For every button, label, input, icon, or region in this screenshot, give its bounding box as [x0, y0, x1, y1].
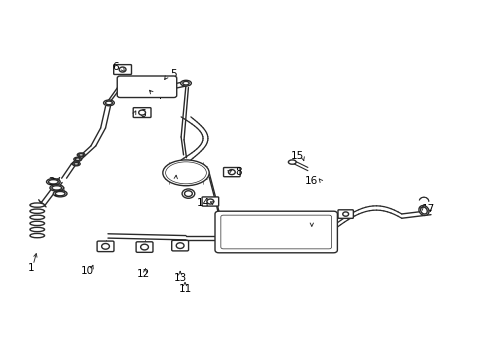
Ellipse shape: [30, 209, 44, 213]
Ellipse shape: [53, 190, 67, 197]
Ellipse shape: [30, 227, 44, 231]
Ellipse shape: [52, 186, 61, 190]
Text: 8: 8: [235, 167, 242, 177]
Ellipse shape: [30, 215, 44, 220]
FancyBboxPatch shape: [171, 240, 188, 251]
FancyBboxPatch shape: [114, 65, 131, 75]
Circle shape: [141, 244, 148, 250]
Circle shape: [139, 110, 145, 115]
Circle shape: [228, 170, 235, 175]
FancyBboxPatch shape: [337, 210, 353, 218]
Text: 9: 9: [315, 219, 322, 229]
Ellipse shape: [105, 101, 112, 105]
Ellipse shape: [30, 203, 44, 207]
Circle shape: [182, 189, 194, 198]
Ellipse shape: [30, 233, 44, 238]
Text: 7: 7: [165, 173, 172, 183]
Ellipse shape: [79, 154, 83, 156]
Text: 2: 2: [48, 177, 55, 187]
Ellipse shape: [74, 163, 79, 165]
Text: 6: 6: [139, 109, 145, 119]
Text: 4: 4: [156, 91, 162, 101]
Circle shape: [102, 243, 109, 249]
Circle shape: [206, 199, 213, 204]
Ellipse shape: [75, 158, 80, 161]
Ellipse shape: [77, 153, 85, 157]
FancyBboxPatch shape: [136, 242, 153, 252]
Text: 16: 16: [305, 176, 318, 186]
Circle shape: [184, 191, 192, 197]
Ellipse shape: [418, 206, 428, 215]
FancyBboxPatch shape: [215, 211, 337, 253]
Text: 1: 1: [27, 263, 34, 273]
Ellipse shape: [165, 162, 206, 184]
Ellipse shape: [48, 180, 58, 184]
Ellipse shape: [103, 100, 114, 106]
Ellipse shape: [180, 80, 191, 86]
FancyBboxPatch shape: [97, 241, 114, 252]
FancyBboxPatch shape: [223, 167, 240, 177]
Ellipse shape: [50, 185, 63, 191]
FancyBboxPatch shape: [117, 76, 176, 98]
Text: 15: 15: [290, 150, 303, 161]
Text: 13: 13: [173, 273, 186, 283]
Text: 3: 3: [53, 188, 60, 198]
Text: 12: 12: [136, 269, 149, 279]
Ellipse shape: [74, 157, 81, 161]
Ellipse shape: [30, 221, 44, 226]
Text: 10: 10: [81, 266, 94, 276]
FancyBboxPatch shape: [221, 215, 331, 249]
Ellipse shape: [420, 207, 427, 214]
Ellipse shape: [55, 192, 65, 196]
Circle shape: [119, 67, 126, 72]
Circle shape: [342, 212, 348, 216]
Ellipse shape: [288, 160, 296, 164]
Ellipse shape: [46, 179, 60, 185]
Ellipse shape: [163, 160, 209, 186]
FancyBboxPatch shape: [202, 197, 218, 206]
Text: 14: 14: [196, 198, 209, 208]
Text: 17: 17: [421, 204, 434, 215]
Text: 6: 6: [112, 62, 119, 72]
Ellipse shape: [183, 81, 189, 85]
Circle shape: [176, 243, 183, 248]
Text: 11: 11: [178, 284, 191, 294]
Text: 5: 5: [170, 69, 177, 79]
Ellipse shape: [72, 162, 80, 166]
FancyBboxPatch shape: [133, 108, 151, 117]
